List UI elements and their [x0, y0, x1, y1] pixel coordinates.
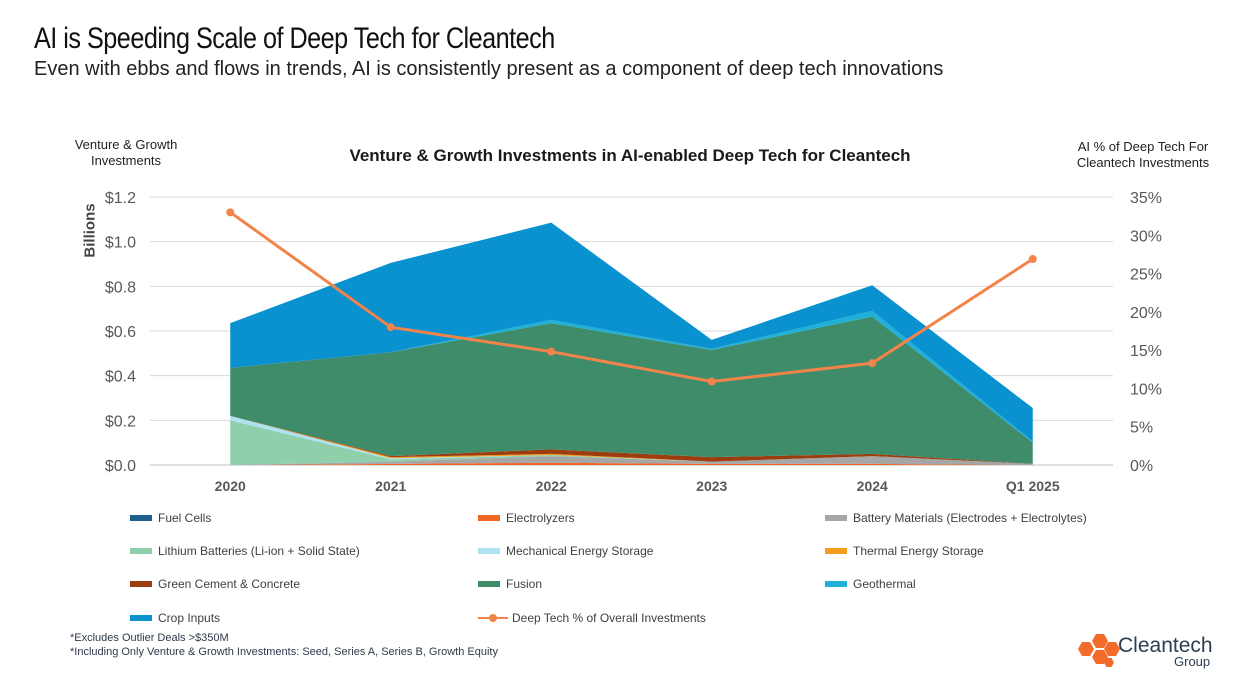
cleantech-logo: Cleantech Group — [1074, 634, 1234, 674]
x-tick-label: 2024 — [857, 478, 888, 494]
area-crop-inputs — [230, 222, 1033, 442]
footnote-stages: *Including Only Venture & Growth Investm… — [70, 646, 498, 658]
logo-sub: Group — [1174, 654, 1211, 669]
page-title: AI is Speeding Scale of Deep Tech for Cl… — [34, 22, 555, 55]
area-fusion — [230, 316, 1033, 464]
line-point — [386, 323, 395, 332]
y-tick-label: $0.2 — [105, 413, 136, 430]
y-tick-label: $1.0 — [105, 235, 136, 252]
line-point — [707, 377, 716, 386]
y-axis-ticks: $0.0 $0.2 $0.4 $0.6 $0.8 $1.0 $1.2 — [105, 190, 136, 475]
stacked-areas — [230, 222, 1033, 465]
y-tick-label: $0.4 — [105, 369, 136, 386]
logo-hex-icon — [1104, 658, 1114, 667]
line-point — [226, 208, 235, 217]
x-axis-ticks: 2020 2021 2022 2023 2024 Q1 2025 — [215, 478, 1060, 494]
y2-tick-label: 35% — [1130, 190, 1162, 207]
y2-tick-label: 15% — [1130, 343, 1162, 360]
area-green-cement-concrete — [230, 415, 1033, 464]
line-deep-tech-of-overall-investments — [229, 211, 1034, 384]
x-tick-label: 2021 — [375, 478, 406, 494]
y-tick-label: $0.6 — [105, 324, 136, 341]
line-point — [547, 347, 556, 356]
y-tick-label: $0.8 — [105, 279, 136, 296]
y-tick-label: $0.0 — [105, 458, 136, 475]
logo-hex-icon — [1092, 634, 1108, 648]
y2-axis-ticks: 0% 5% 10% 15% 20% 25% 30% 35% — [1130, 190, 1162, 475]
x-tick-label: 2023 — [696, 478, 727, 494]
logo-name: Cleantech — [1118, 634, 1213, 657]
y-tick-label: $1.2 — [105, 190, 136, 207]
y2-tick-label: 5% — [1130, 420, 1153, 437]
area-battery-materials-electrodes-electrolytes — [230, 456, 1033, 465]
y2-tick-label: 20% — [1130, 305, 1162, 322]
line-point — [1028, 255, 1037, 264]
y2-tick-label: 25% — [1130, 267, 1162, 284]
right-axis-title: AI % of Deep Tech For Cleantech Investme… — [1076, 139, 1210, 170]
y2-tick-label: 10% — [1130, 381, 1162, 398]
left-axis-title: Venture & Growth Investments — [74, 137, 178, 168]
logo-hex-icon — [1078, 642, 1094, 656]
page-subtitle: Even with ebbs and flows in trends, AI i… — [34, 58, 944, 80]
line-point — [868, 359, 877, 368]
x-tick-label: Q1 2025 — [1006, 478, 1060, 494]
x-tick-label: 2022 — [536, 478, 567, 494]
y2-tick-label: 30% — [1130, 228, 1162, 245]
x-tick-label: 2020 — [215, 478, 246, 494]
area-lithium-batteries-li-ion-solid-state — [230, 420, 1033, 465]
chart-title: Venture & Growth Investments in AI-enabl… — [349, 146, 911, 165]
y2-tick-label: 0% — [1130, 458, 1153, 475]
percent-line — [226, 208, 1037, 386]
area-electrolyzers — [230, 462, 1033, 465]
logo-hex-icon — [1104, 642, 1120, 656]
logo-hex-icon — [1092, 650, 1108, 664]
footnote-outliers: *Excludes Outlier Deals >$350M — [70, 632, 229, 644]
